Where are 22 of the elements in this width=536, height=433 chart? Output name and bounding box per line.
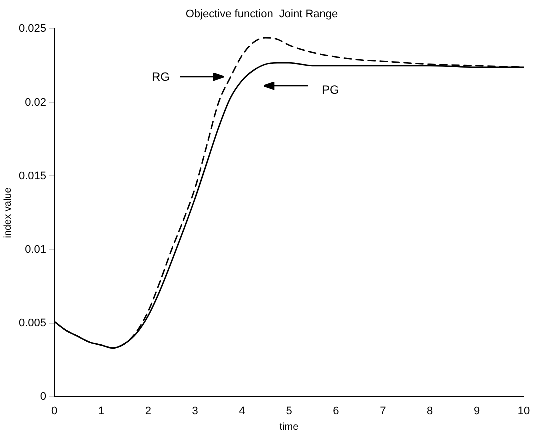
chart-title: Objective function Joint Range (186, 8, 338, 21)
x-tick-label: 8 (427, 405, 434, 418)
y-axis-title: index value (2, 187, 14, 238)
x-tick-label: 2 (145, 405, 152, 418)
x-tick-label: 7 (380, 405, 386, 418)
x-tick-label: 6 (333, 405, 340, 418)
y-tick-label: 0.025 (18, 23, 47, 36)
x-axis-title: time (280, 422, 300, 433)
x-tick-label: 9 (474, 405, 480, 418)
x-tick-label: 1 (98, 405, 105, 418)
x-tick-label: 4 (239, 405, 246, 418)
y-tick-label: 0.01 (25, 244, 47, 256)
x-tick-label: 10 (518, 405, 530, 418)
y-tick-label: 0.005 (18, 317, 47, 330)
annotation: PG (322, 83, 340, 97)
x-tick-label: 5 (286, 405, 292, 418)
y-tick-label: 0 (40, 390, 47, 403)
y-tick-label: 0.015 (18, 170, 47, 182)
x-tick-label: 0 (51, 405, 58, 418)
annotation: RG (152, 70, 170, 84)
x-tick-label: 3 (192, 405, 198, 418)
y-tick-label: 0.02 (25, 96, 47, 109)
